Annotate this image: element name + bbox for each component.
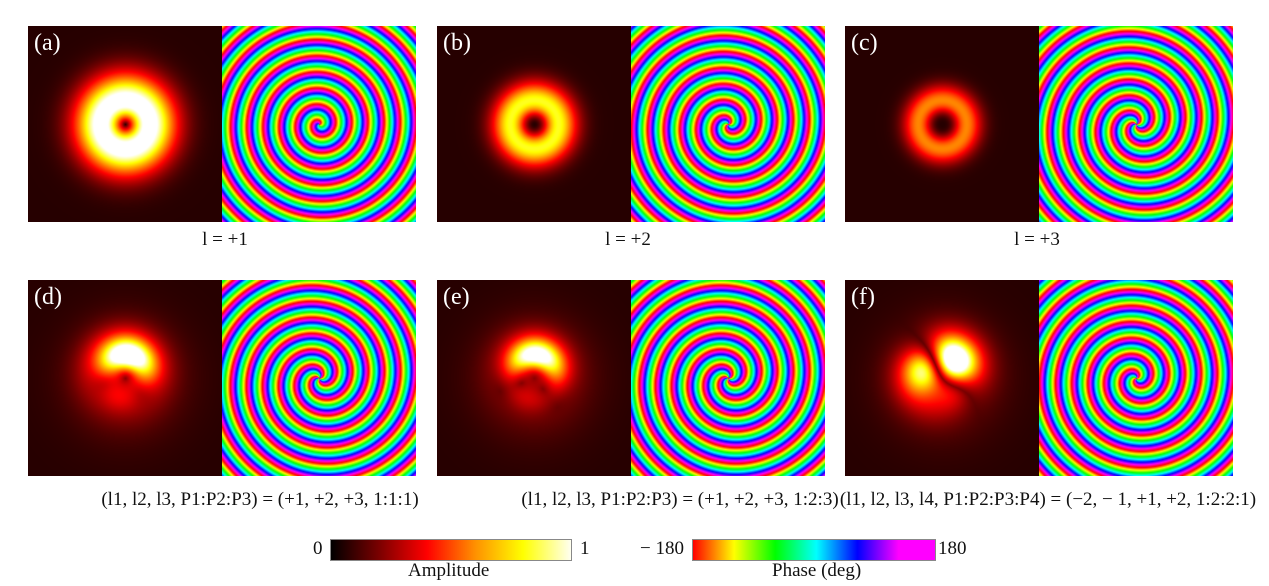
phase-image: [631, 280, 825, 476]
phase-image: [631, 26, 825, 222]
amplitude-image: [845, 26, 1039, 222]
amplitude-max: 1: [580, 538, 590, 559]
caption-e: (l1, l2, l3, P1:P2:P3) = (+1, +2, +3, 1:…: [521, 489, 839, 510]
amplitude-image: [28, 26, 222, 222]
panel-b: (b): [437, 26, 825, 222]
panel-a: (a): [28, 26, 416, 222]
amplitude-title: Amplitude: [408, 560, 490, 581]
phase-image: [222, 26, 416, 222]
caption-c: l = +3: [1014, 229, 1060, 250]
phase-image: [1039, 26, 1233, 222]
phase-title: Phase (deg): [772, 560, 862, 581]
phase-image: [1039, 280, 1233, 476]
phase-image: [222, 280, 416, 476]
panel-label: (e): [443, 284, 470, 310]
panel-label: (c): [851, 30, 878, 56]
panel-label: (f): [851, 284, 875, 310]
phase-min: − 180: [640, 538, 684, 559]
panel-d: (d): [28, 280, 416, 476]
panel-c: (c): [845, 26, 1233, 222]
amplitude-min: 0: [313, 538, 323, 559]
phase-colorbar: [692, 539, 936, 561]
panel-f: (f): [845, 280, 1233, 476]
caption-a: l = +1: [202, 229, 248, 250]
caption-b: l = +2: [605, 229, 651, 250]
amplitude-colorbar: [330, 539, 572, 561]
panel-e: (e): [437, 280, 825, 476]
amplitude-image: [437, 26, 631, 222]
panel-label: (d): [34, 284, 62, 310]
phase-max: 180: [938, 538, 967, 559]
amplitude-image: [28, 280, 222, 476]
amplitude-image: [845, 280, 1039, 476]
panel-label: (a): [34, 30, 61, 56]
panel-label: (b): [443, 30, 471, 56]
caption-d: (l1, l2, l3, P1:P2:P3) = (+1, +2, +3, 1:…: [101, 489, 419, 510]
caption-f: (l1, l2, l3, l4, P1:P2:P3:P4) = (−2, − 1…: [839, 489, 1257, 510]
amplitude-image: [437, 280, 631, 476]
